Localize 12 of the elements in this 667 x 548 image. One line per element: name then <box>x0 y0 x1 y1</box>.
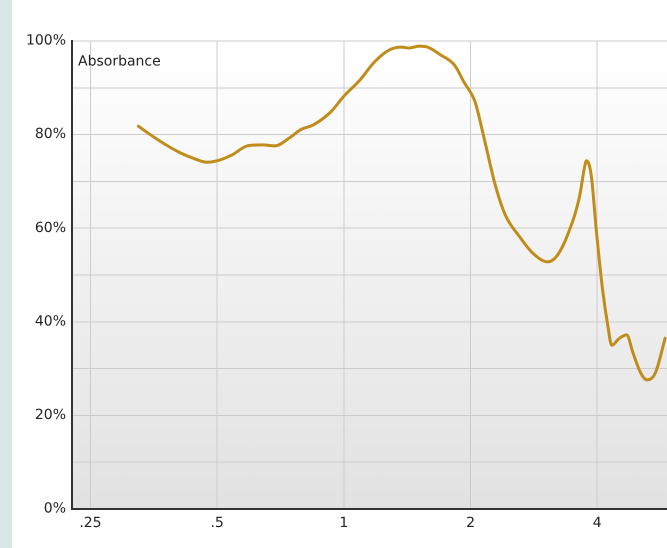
y-tick-label: 40% <box>34 313 66 330</box>
x-tick-label: 1 <box>339 515 348 532</box>
y-tick-label: 100% <box>26 32 66 49</box>
y-tick-label: 0% <box>44 500 66 517</box>
y-tick-label: 20% <box>34 407 66 424</box>
x-tick-label: .5 <box>210 515 224 532</box>
x-tick-label: 4 <box>592 515 602 532</box>
x-tick-label: 2 <box>466 515 475 532</box>
y-tick-label: 80% <box>34 126 66 142</box>
y-axis-title: Absorbance <box>78 54 161 70</box>
x-tick-label: .25 <box>79 515 102 532</box>
y-tick-label: 60% <box>34 220 66 236</box>
